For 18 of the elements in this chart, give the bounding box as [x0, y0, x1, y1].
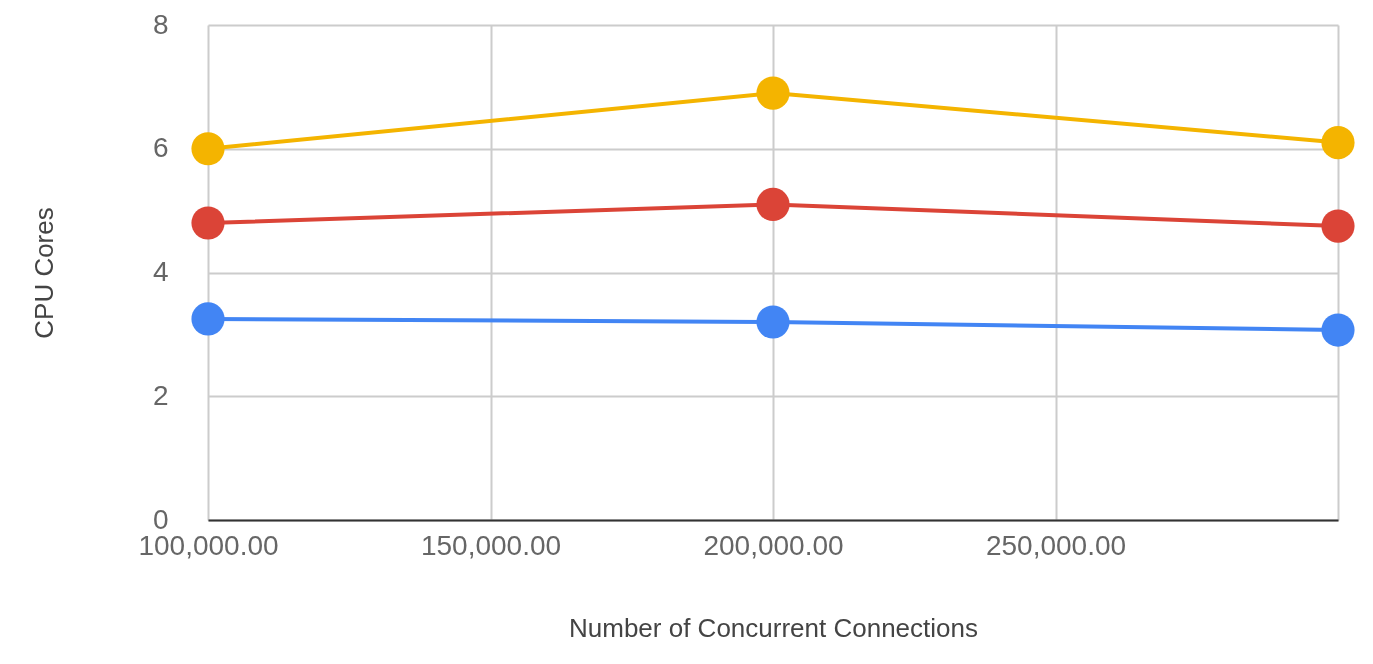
y-axis-title: CPU Cores: [28, 207, 59, 339]
x-tick-label: 150,000.00: [420, 529, 562, 561]
y-tick-label: 6: [152, 132, 169, 164]
point: [191, 206, 225, 240]
point: [756, 305, 790, 339]
x-tick-label: 250,000.00: [985, 529, 1127, 561]
point: [756, 187, 790, 221]
point: [1321, 313, 1355, 347]
y-tick-label: 4: [152, 256, 169, 287]
point: [1321, 126, 1355, 160]
x-tick-label: 200,000.00: [703, 529, 844, 561]
point: [191, 302, 225, 336]
point: [756, 76, 790, 110]
point: [191, 132, 225, 166]
y-tick-label: 2: [152, 379, 169, 411]
point: [1321, 209, 1355, 243]
x-axis-title: Number of Concurrent Connections: [569, 612, 978, 643]
y-tick-label: 8: [152, 8, 169, 40]
